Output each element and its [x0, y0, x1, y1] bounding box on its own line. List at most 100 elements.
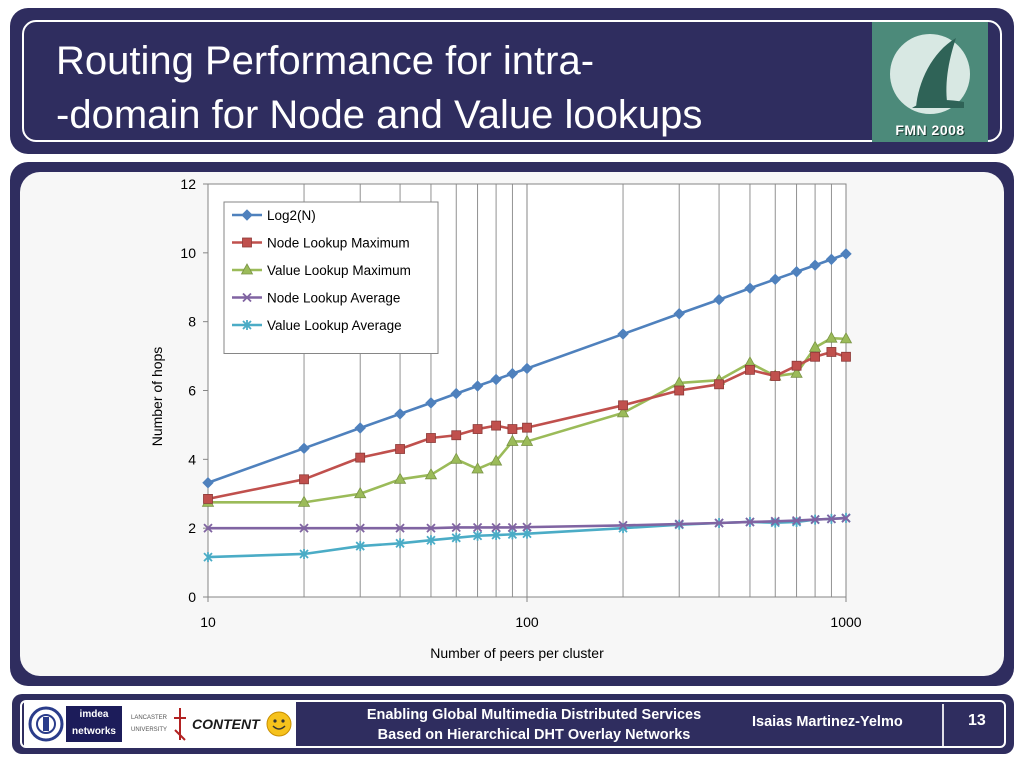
point-log2-n — [425, 397, 437, 409]
chart-card: 0 2 4 6 8 10 12 10 100 1000 Number of peers per cl… — [20, 172, 1004, 676]
slide-title-line1: Routing Performance for intra- — [56, 39, 595, 83]
footer-frame — [20, 700, 1006, 748]
point-node-lookup-average — [618, 520, 628, 531]
legend-marker-node-lookup-average — [242, 292, 252, 303]
point-value-lookup-average — [491, 530, 501, 541]
x-tick-label: 10 — [200, 614, 216, 630]
point-node-lookup-average — [426, 523, 436, 533]
point-node-lookup-maximum — [472, 424, 483, 434]
point-node-lookup-average — [745, 517, 755, 527]
legend-marker-log2-n — [241, 209, 253, 221]
point-log2-n — [521, 362, 533, 375]
point-log2-n — [298, 442, 310, 455]
point-node-lookup-average — [203, 523, 213, 533]
title-frame — [22, 20, 1002, 142]
point-value-lookup-average — [451, 532, 461, 543]
legend-marker-value-lookup-average — [242, 320, 252, 330]
point-log2-n — [840, 248, 852, 260]
point-node-lookup-average — [674, 519, 684, 529]
hops-chart: 0 2 4 6 8 10 12 10 100 1000 Number of peers per cl… — [149, 176, 862, 661]
point-value-lookup-average — [299, 548, 309, 559]
point-node-lookup-maximum — [299, 474, 309, 485]
footer-author: Isaias Martinez-Yelmo — [752, 714, 903, 730]
point-value-lookup-maximum — [808, 340, 822, 352]
point-log2-n — [354, 422, 366, 434]
lancaster-logo: LANCASTER UNIVERSITY — [130, 715, 167, 733]
point-log2-n — [202, 477, 214, 489]
x-tick-label: 100 — [515, 614, 539, 630]
point-node-lookup-maximum — [355, 452, 366, 463]
point-log2-n — [769, 273, 781, 286]
legend-label-node-lookup-maximum: Node Lookup Maximum — [267, 236, 410, 251]
point-log2-n — [450, 387, 462, 400]
point-value-lookup-maximum — [297, 495, 311, 507]
partner-logos: imdea networks LANCASTER UNIVERSITY CONT… — [24, 702, 296, 746]
point-log2-n — [790, 266, 803, 278]
point-node-lookup-maximum — [810, 351, 820, 362]
point-value-lookup-maximum — [616, 406, 630, 418]
point-node-lookup-average — [507, 522, 518, 533]
point-node-lookup-maximum — [714, 379, 724, 390]
point-value-lookup-maximum — [839, 332, 853, 344]
slide-title-line2: -domain for Node and Value lookups — [56, 93, 703, 137]
point-log2-n — [506, 367, 519, 380]
point-value-lookup-average — [507, 529, 518, 540]
point-node-lookup-average — [810, 514, 820, 525]
footer-line1: Enabling Global Multimedia Distributed S… — [366, 707, 702, 723]
y-tick-label: 10 — [180, 245, 196, 261]
point-value-lookup-maximum — [489, 454, 503, 466]
point-value-lookup-maximum — [520, 434, 534, 446]
point-node-lookup-average — [299, 523, 309, 533]
sail-logo-icon — [890, 34, 970, 114]
point-node-lookup-average — [355, 523, 365, 533]
point-node-lookup-average — [770, 516, 780, 526]
point-node-lookup-maximum — [791, 360, 802, 371]
y-axis-title: Number of hops — [149, 347, 165, 447]
point-log2-n — [825, 253, 838, 266]
point-node-lookup-maximum — [203, 494, 213, 504]
point-log2-n — [471, 380, 484, 392]
point-log2-n — [394, 408, 406, 420]
university-seal-icon — [28, 706, 64, 742]
footer-line2: Based on Hierarchical DHT Overlay Networ… — [377, 727, 691, 743]
legend-label-log2-n: Log2(N) — [267, 208, 316, 223]
point-node-lookup-maximum — [770, 371, 781, 381]
point-node-lookup-maximum — [426, 433, 436, 443]
point-node-lookup-maximum — [491, 420, 501, 431]
point-node-lookup-maximum — [618, 400, 628, 411]
x-tick-label: 1000 — [830, 614, 861, 630]
legend-label-node-lookup-average: Node Lookup Average — [267, 291, 400, 306]
point-node-lookup-average — [491, 522, 501, 533]
imdea-logo: imdea networks — [66, 706, 122, 742]
point-log2-n — [809, 259, 821, 271]
point-value-lookup-average — [426, 535, 436, 546]
legend-label-value-lookup-maximum: Value Lookup Maximum — [267, 263, 411, 278]
legend-box — [223, 201, 439, 354]
point-node-lookup-average — [472, 522, 483, 533]
point-node-lookup-maximum — [522, 422, 532, 433]
point-value-lookup-maximum — [424, 467, 438, 480]
point-value-lookup-maximum — [506, 434, 519, 446]
point-node-lookup-maximum — [674, 385, 685, 396]
point-log2-n — [673, 308, 685, 320]
lancaster-crest-icon — [174, 708, 186, 741]
y-tick-label: 12 — [180, 176, 196, 192]
y-tick-label: 2 — [188, 520, 196, 536]
point-value-lookup-maximum — [790, 366, 803, 378]
point-value-lookup-maximum — [354, 486, 367, 499]
point-node-lookup-maximum — [745, 364, 755, 375]
logo-caption: FMN 2008 — [895, 122, 965, 138]
point-node-lookup-average — [451, 522, 461, 533]
legend-marker-node-lookup-maximum — [242, 237, 252, 248]
point-node-lookup-average — [791, 515, 802, 526]
point-value-lookup-average — [355, 541, 365, 552]
point-node-lookup-average — [841, 513, 851, 523]
smiley-icon — [266, 711, 292, 737]
chart-panel: 0 2 4 6 8 10 12 10 100 1000 Number of peers per cl… — [10, 162, 1014, 686]
x-axis-title: Number of peers per cluster — [430, 645, 604, 661]
y-tick-label: 4 — [188, 451, 196, 467]
point-node-lookup-maximum — [826, 347, 837, 357]
y-tick-label: 0 — [188, 589, 196, 605]
y-tick-label: 6 — [188, 383, 196, 399]
conference-logo: FMN 2008 — [872, 22, 988, 142]
